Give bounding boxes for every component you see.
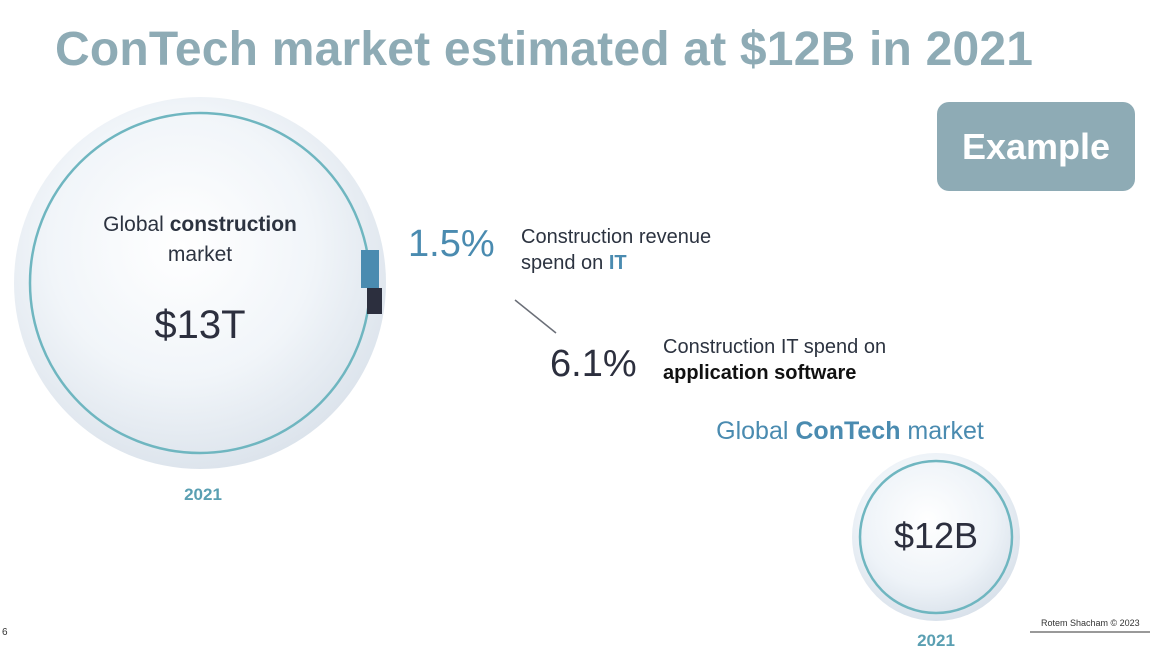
app-software-line1: Construction IT spend on <box>663 336 887 358</box>
page-number: 6 <box>2 627 8 638</box>
construction-market-year: 2021 <box>184 485 222 504</box>
contech-label-suffix: market <box>900 417 984 445</box>
contech-market-value: $12B <box>893 515 979 556</box>
construction-label-line2: market <box>167 243 233 266</box>
app-software-segment <box>367 288 382 314</box>
it-spend-percent: 1.5% <box>408 223 495 265</box>
contech-market-label: Global ConTech market <box>660 417 1040 446</box>
copyright-notice: Rotem Shacham © 2023 <box>1041 618 1140 628</box>
it-spend-line2-prefix: spend on <box>521 252 609 274</box>
contech-market-circle <box>852 453 1020 621</box>
construction-label-prefix: Global <box>103 213 170 236</box>
it-spend-description: Construction revenue spend on IT <box>521 224 711 276</box>
construction-label-bold: construction <box>169 213 297 236</box>
connector-diagonal <box>514 299 557 334</box>
construction-market-circle <box>14 97 386 469</box>
contech-market-year: 2021 <box>917 631 955 650</box>
contech-market-ring <box>858 459 1014 615</box>
it-share-segment <box>361 250 379 288</box>
app-software-description: Construction IT spend on application sof… <box>663 334 886 386</box>
it-spend-line2-bold: IT <box>608 252 627 274</box>
construction-market-value: $13T <box>154 303 246 347</box>
it-spend-line1: Construction revenue <box>521 226 712 248</box>
contech-label-prefix: Global <box>716 417 796 445</box>
slide-title: ConTech market estimated at $12B in 2021 <box>55 23 1034 76</box>
construction-market-label: Global construction market <box>75 210 325 270</box>
example-badge: Example <box>937 102 1135 191</box>
contech-label-bold: ConTech <box>795 417 901 445</box>
app-software-line2-bold: application software <box>663 362 857 384</box>
app-software-percent: 6.1% <box>550 343 637 385</box>
